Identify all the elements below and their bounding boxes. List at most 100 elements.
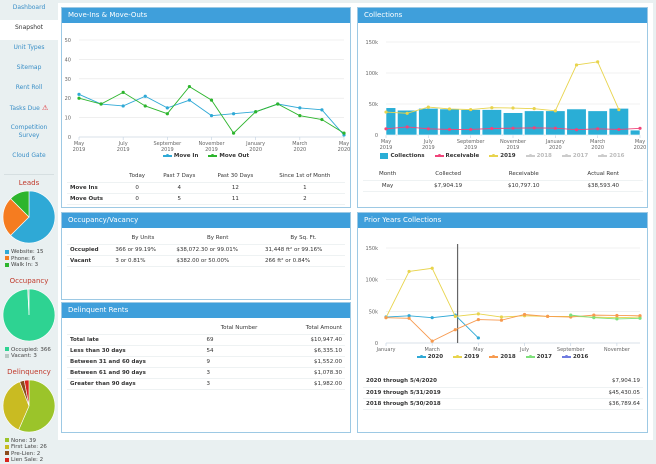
data-point[interactable] bbox=[532, 107, 536, 111]
data-point[interactable] bbox=[430, 316, 434, 320]
data-point[interactable] bbox=[298, 106, 302, 110]
data-point[interactable] bbox=[165, 112, 169, 116]
data-point[interactable] bbox=[638, 126, 642, 130]
data-point[interactable] bbox=[77, 96, 81, 100]
data-point[interactable] bbox=[342, 131, 346, 135]
data-point[interactable] bbox=[638, 316, 642, 320]
data-point[interactable] bbox=[209, 98, 214, 102]
legend-move-out[interactable]: Move Out bbox=[208, 153, 249, 159]
data-point[interactable] bbox=[469, 127, 473, 132]
data-point[interactable] bbox=[476, 317, 480, 322]
data-point[interactable] bbox=[574, 63, 579, 67]
bar-collections[interactable] bbox=[481, 109, 502, 136]
data-point[interactable] bbox=[638, 314, 642, 318]
data-point[interactable] bbox=[511, 106, 515, 110]
data-point[interactable] bbox=[476, 312, 480, 316]
data-point[interactable] bbox=[592, 316, 596, 320]
data-point[interactable] bbox=[426, 105, 430, 109]
data-point[interactable] bbox=[574, 128, 579, 132]
data-point[interactable] bbox=[592, 313, 596, 317]
bar-collections[interactable] bbox=[418, 108, 439, 136]
data-point[interactable] bbox=[596, 127, 600, 131]
data-point[interactable] bbox=[298, 114, 302, 118]
bar-collections[interactable] bbox=[629, 129, 641, 136]
data-point[interactable] bbox=[430, 339, 434, 343]
bar-collections[interactable] bbox=[460, 109, 481, 136]
data-point[interactable] bbox=[430, 266, 434, 270]
legend-2018[interactable]: 2018 bbox=[489, 354, 516, 360]
data-point[interactable] bbox=[617, 107, 621, 112]
bar-collections[interactable] bbox=[566, 108, 587, 136]
legend-receivable[interactable]: Receivable bbox=[434, 153, 479, 159]
data-point[interactable] bbox=[546, 314, 550, 318]
data-point[interactable] bbox=[121, 104, 125, 108]
nav-tasks-due[interactable]: Tasks Due ⚠ bbox=[0, 100, 58, 120]
data-point[interactable] bbox=[453, 314, 457, 318]
data-point[interactable] bbox=[499, 315, 504, 319]
data-point[interactable] bbox=[426, 127, 430, 131]
legend-2020[interactable]: 2020 bbox=[416, 354, 443, 360]
data-point[interactable] bbox=[143, 104, 147, 108]
nav-unit-types[interactable]: Unit Types bbox=[0, 40, 58, 60]
nav-snapshot[interactable]: Snapshot bbox=[0, 20, 58, 40]
data-point[interactable] bbox=[553, 109, 557, 113]
legend-2018[interactable]: 2018 bbox=[525, 153, 552, 159]
legend-2019[interactable]: 2019 bbox=[489, 153, 516, 159]
data-point[interactable] bbox=[615, 317, 619, 321]
data-point[interactable] bbox=[569, 313, 573, 317]
legend-move-in[interactable]: Move In bbox=[162, 153, 198, 159]
data-point[interactable] bbox=[384, 127, 388, 131]
data-point[interactable] bbox=[617, 127, 621, 132]
data-point[interactable] bbox=[320, 108, 324, 112]
bar-collections[interactable] bbox=[545, 110, 566, 136]
data-point[interactable] bbox=[499, 318, 504, 322]
data-point[interactable] bbox=[407, 314, 411, 318]
data-point[interactable] bbox=[476, 336, 480, 340]
bar-collections[interactable] bbox=[587, 110, 608, 136]
nav-competition-survey[interactable]: Competition Survey bbox=[0, 120, 58, 148]
data-point[interactable] bbox=[615, 313, 619, 318]
data-point[interactable] bbox=[209, 114, 214, 118]
data-point[interactable] bbox=[490, 106, 494, 110]
legend-2017[interactable]: 2017 bbox=[525, 354, 552, 360]
data-point[interactable] bbox=[532, 126, 536, 130]
data-point[interactable] bbox=[165, 106, 169, 110]
data-point[interactable] bbox=[187, 98, 192, 102]
data-point[interactable] bbox=[276, 102, 280, 106]
legend-2016[interactable]: 2016 bbox=[598, 153, 625, 159]
data-point[interactable] bbox=[447, 107, 452, 111]
data-point[interactable] bbox=[407, 316, 411, 320]
data-point[interactable] bbox=[522, 312, 527, 317]
data-point[interactable] bbox=[511, 126, 515, 130]
bar-collections[interactable] bbox=[385, 107, 397, 136]
legend-2017[interactable]: 2017 bbox=[561, 153, 588, 159]
data-point[interactable] bbox=[405, 125, 409, 129]
data-point[interactable] bbox=[490, 126, 494, 131]
legend-2019[interactable]: 2019 bbox=[453, 354, 479, 360]
data-point[interactable] bbox=[77, 92, 81, 96]
data-point[interactable] bbox=[384, 110, 388, 114]
data-point[interactable] bbox=[320, 117, 324, 122]
data-point[interactable] bbox=[596, 60, 600, 64]
nav-cloud-gate[interactable]: Cloud Gate bbox=[0, 148, 58, 168]
data-point[interactable] bbox=[384, 316, 388, 320]
nav-dashboard[interactable]: Dashboard bbox=[0, 0, 58, 20]
nav-rent-roll[interactable]: Rent Roll bbox=[0, 80, 58, 100]
data-point[interactable] bbox=[231, 131, 236, 135]
bar-collections[interactable] bbox=[502, 112, 524, 136]
data-point[interactable] bbox=[407, 269, 411, 274]
data-point[interactable] bbox=[453, 328, 457, 332]
data-point[interactable] bbox=[553, 126, 557, 130]
bar-collections[interactable] bbox=[397, 109, 418, 136]
bar-collections[interactable] bbox=[439, 108, 460, 136]
data-point[interactable] bbox=[143, 94, 147, 98]
data-point[interactable] bbox=[121, 90, 125, 94]
bar-collections[interactable] bbox=[524, 110, 545, 136]
data-point[interactable] bbox=[447, 127, 452, 132]
data-point[interactable] bbox=[231, 112, 236, 116]
legend-2016[interactable]: 2016 bbox=[561, 354, 588, 360]
nav-sitemap[interactable]: Sitemap bbox=[0, 60, 58, 80]
data-point[interactable] bbox=[99, 102, 103, 106]
data-point[interactable] bbox=[469, 107, 473, 112]
legend-collections[interactable]: Collections bbox=[380, 153, 425, 159]
